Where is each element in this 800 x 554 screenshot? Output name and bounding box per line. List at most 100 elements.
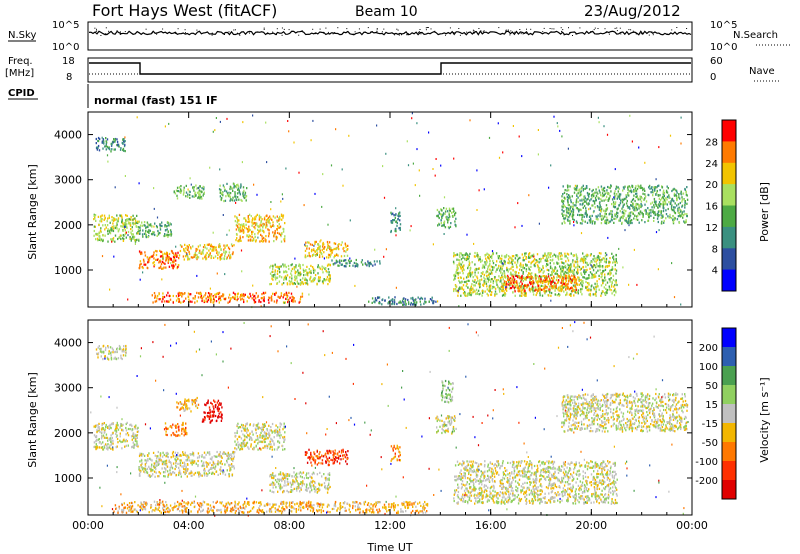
data-cell <box>454 220 456 223</box>
data-cell <box>165 258 167 261</box>
data-cell <box>551 281 553 284</box>
data-cell <box>474 279 476 282</box>
data-cell <box>562 200 564 203</box>
data-cell <box>347 244 349 247</box>
data-cell <box>188 250 190 253</box>
data-cell <box>189 293 191 296</box>
data-cell <box>309 278 311 281</box>
data-cell <box>593 260 596 263</box>
data-cell <box>274 269 276 272</box>
nsearch-dot <box>620 33 622 35</box>
scatter-cell <box>466 233 468 236</box>
data-cell <box>545 265 547 268</box>
data-cell <box>121 216 123 219</box>
data-cell <box>107 147 109 150</box>
data-cell <box>291 282 293 285</box>
data-cell <box>468 279 470 282</box>
data-cell <box>535 277 537 280</box>
data-cell <box>375 299 378 302</box>
data-cell <box>263 216 266 219</box>
data-cell <box>487 294 489 297</box>
data-cell <box>106 220 108 223</box>
data-cell <box>96 439 98 442</box>
data-cell <box>253 222 256 225</box>
data-cell <box>472 291 474 294</box>
nsearch-dot <box>184 29 186 31</box>
data-cell <box>345 262 347 265</box>
data-cell <box>545 286 547 289</box>
data-cell <box>327 243 329 246</box>
data-cell <box>589 207 592 210</box>
data-cell <box>505 284 507 287</box>
data-cell <box>466 294 469 297</box>
data-cell <box>288 291 290 294</box>
data-cell <box>379 260 381 263</box>
data-cell <box>486 275 488 278</box>
data-cell <box>566 257 569 260</box>
data-cell <box>249 295 252 298</box>
nsearch-dot <box>315 33 317 35</box>
data-cell <box>542 271 544 274</box>
data-cell <box>482 265 484 268</box>
data-cell <box>115 446 117 449</box>
data-cell <box>391 221 393 224</box>
data-cell <box>254 300 257 304</box>
data-cell <box>500 271 502 274</box>
nsearch-dot <box>505 29 507 31</box>
scatter-cell <box>537 153 539 156</box>
data-cell <box>133 217 135 220</box>
data-cell <box>576 194 578 197</box>
data-cell <box>136 214 138 217</box>
data-cell <box>510 287 512 290</box>
data-cell <box>311 243 313 246</box>
data-cell <box>582 252 584 255</box>
data-cell <box>241 230 243 233</box>
data-cell <box>350 259 352 262</box>
data-cell <box>285 270 287 273</box>
data-cell <box>452 207 454 210</box>
data-cell <box>568 274 570 278</box>
colorbar-tick-label: 16 <box>705 202 718 213</box>
data-cell <box>666 185 668 188</box>
data-cell <box>119 435 121 438</box>
data-cell <box>674 212 677 215</box>
data-cell <box>622 189 624 192</box>
data-cell <box>132 432 134 435</box>
data-cell <box>575 288 577 292</box>
data-cell <box>489 272 491 275</box>
data-cell <box>134 240 137 243</box>
data-cell <box>296 271 298 274</box>
data-cell <box>578 276 580 279</box>
nsearch-dot <box>686 28 688 29</box>
data-cell <box>603 194 605 197</box>
data-cell <box>117 218 119 221</box>
data-cell <box>187 257 190 260</box>
data-cell <box>561 200 563 203</box>
data-cell <box>469 252 471 255</box>
data-cell <box>542 281 544 284</box>
data-cell <box>653 211 655 214</box>
data-cell <box>248 220 251 223</box>
data-cell <box>587 197 589 201</box>
data-cell <box>330 247 332 250</box>
data-cell <box>644 195 647 198</box>
data-cell <box>156 294 159 298</box>
data-cell <box>629 216 631 219</box>
data-cell <box>258 218 261 221</box>
nsearch-dot <box>543 27 545 29</box>
data-cell <box>129 222 132 225</box>
nsearch-dot <box>575 33 577 35</box>
data-cell <box>194 295 196 298</box>
data-cell <box>125 223 128 226</box>
data-cell <box>279 275 281 278</box>
data-cell <box>577 289 580 292</box>
freq-tick-bottom: 8 <box>66 72 72 83</box>
scatter-cell <box>294 257 296 260</box>
data-cell <box>125 444 127 447</box>
scatter-cell <box>412 162 414 165</box>
data-cell <box>170 230 172 233</box>
data-cell <box>117 217 120 220</box>
data-cell <box>611 252 613 255</box>
data-cell <box>495 279 497 283</box>
